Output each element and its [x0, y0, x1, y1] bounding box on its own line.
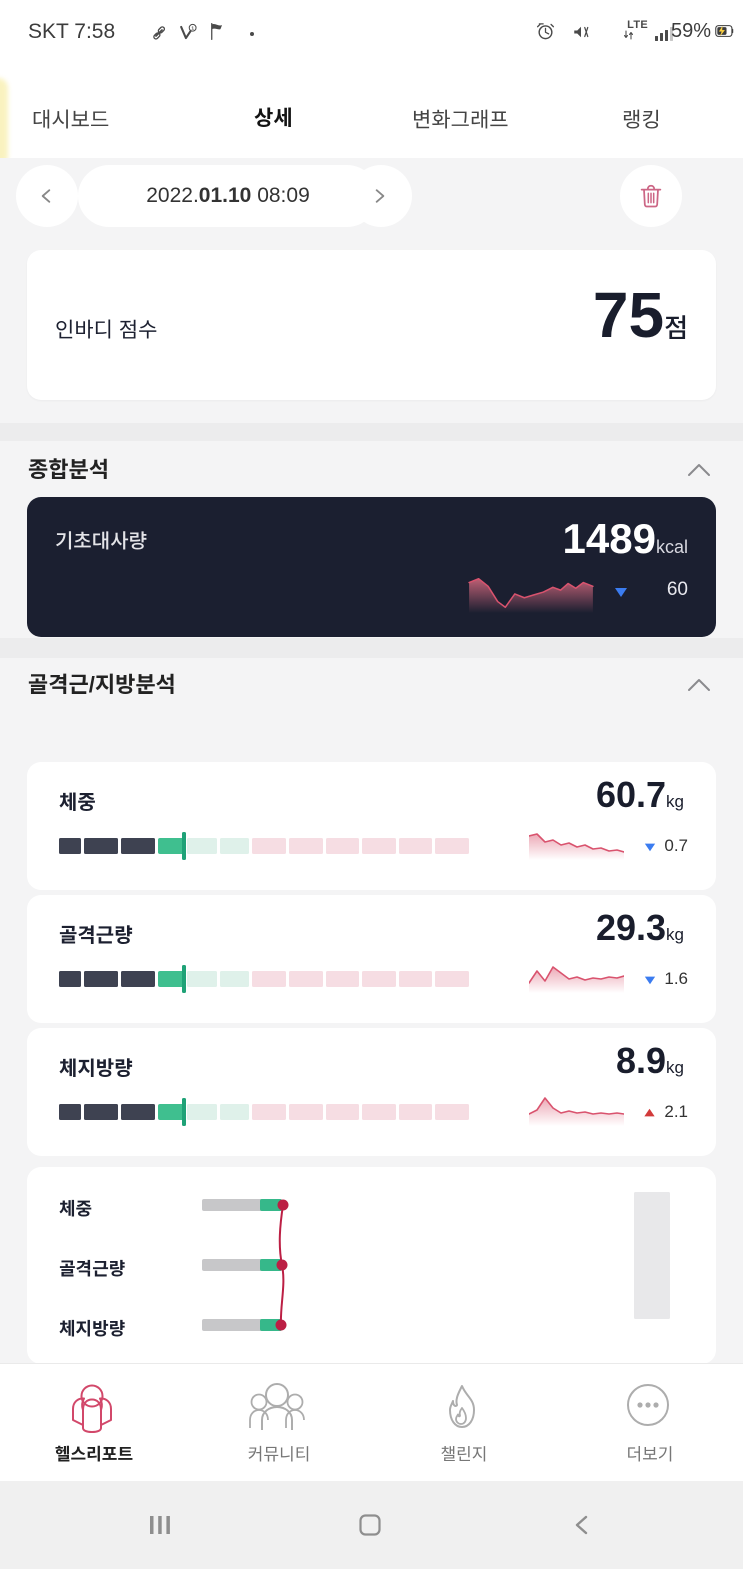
svg-text:1: 1: [191, 26, 194, 32]
